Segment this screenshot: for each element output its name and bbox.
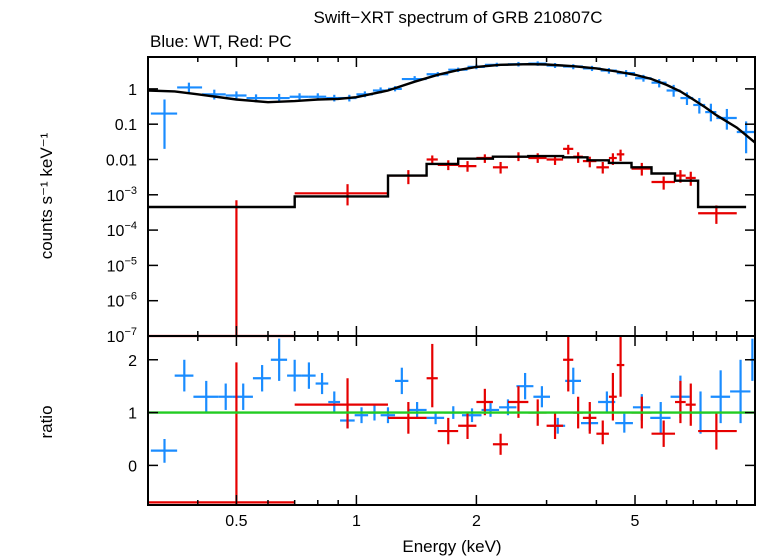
y-tick-label: 10−3 <box>107 185 137 205</box>
ratio-data-point <box>395 367 409 395</box>
ratio-data-point <box>408 402 427 418</box>
ratio-data-point <box>150 438 178 463</box>
ratio-data-point <box>294 378 388 429</box>
ratio-data-point <box>193 380 219 413</box>
ratio-data-point <box>563 336 574 392</box>
spectrum-series-0 <box>150 61 755 154</box>
spectrum-data-point <box>651 176 676 190</box>
y-tick-label: 1 <box>128 406 137 423</box>
ratio-data-point <box>387 402 427 434</box>
ratio-data-point <box>380 407 396 424</box>
ratio-data-point <box>287 359 302 392</box>
spectrum-data-point <box>458 161 477 172</box>
spectrum-data-point <box>563 144 574 155</box>
pc-model-step-line <box>148 154 747 209</box>
ratio-data-point <box>476 388 493 416</box>
x-tick-label: 1 <box>352 513 361 530</box>
spectrum-data-point <box>596 161 609 174</box>
ratio-data-point <box>615 413 633 433</box>
ratio-data-point <box>315 372 329 395</box>
ratio-data-point <box>675 380 686 424</box>
ratio-data-point <box>437 417 459 445</box>
chart-title: Swift−XRT spectrum of GRB 210807C <box>314 8 603 27</box>
spectrum-panel: 1 0.1 0.01 10−3 10−4 10−5 10−6 10−7 <box>106 56 756 346</box>
spectrum-data-point <box>177 82 203 93</box>
x-axis-label: Energy (keV) <box>402 537 501 556</box>
ratio-data-point <box>685 383 696 426</box>
ratio-data-point <box>582 402 597 434</box>
y-tick-label: 10−6 <box>107 291 137 311</box>
spectrum-data-point <box>387 170 427 185</box>
spectrum-series-3 <box>148 154 747 209</box>
y-tick-label: 0.01 <box>106 152 137 169</box>
y-tick-label: 1 <box>128 82 137 99</box>
chart-subtitle: Blue: WT, Red: PC <box>150 32 292 51</box>
y-tick-label: 10−5 <box>107 255 137 275</box>
ratio-series-1 <box>148 336 737 505</box>
spectrum-data-point <box>736 121 755 154</box>
ratio-data-point <box>301 362 316 389</box>
ratio-data-point <box>458 412 477 439</box>
spectrum-data-point <box>148 200 295 338</box>
ratio-data-point <box>148 362 295 505</box>
spectrum-y-axis-label: counts s⁻¹ keV⁻¹ <box>37 132 56 259</box>
ratio-data-point <box>533 386 551 408</box>
spectrum-series-1 <box>148 144 737 338</box>
y-tick-label: 2 <box>128 353 137 370</box>
ratio-data-point <box>218 383 233 410</box>
y-tick-label: 0.1 <box>115 117 137 134</box>
spectrum-data-point <box>698 205 737 224</box>
ratio-data-point <box>461 408 482 423</box>
ratio-data-point <box>354 407 369 424</box>
y-tick-label: 10−4 <box>107 220 137 240</box>
spectrum-series-2 <box>147 62 756 144</box>
spectrum-data-point <box>631 162 652 176</box>
ratio-data-point <box>426 343 438 408</box>
ratio-data-point <box>616 336 625 397</box>
ratio-data-point <box>328 391 341 413</box>
spectrum-data-point <box>685 171 696 186</box>
ratio-data-point <box>252 365 271 392</box>
y-tick-label: 10−7 <box>107 326 137 346</box>
ratio-data-point <box>596 420 609 445</box>
ratio-data-point <box>546 412 564 439</box>
spectrum-data-point <box>616 149 625 162</box>
ratio-data-point <box>710 370 731 424</box>
ratio-y-axis-label: ratio <box>37 405 56 438</box>
spectrum-data-point <box>492 161 508 174</box>
spectrum-data-point <box>528 153 547 163</box>
spectrum-data-point <box>437 160 459 171</box>
ratio-axes-frame <box>147 335 756 506</box>
ratio-panel: 0.5 1 2 5 2 1 0 <box>128 335 756 530</box>
x-tick-label: 0.5 <box>225 513 247 530</box>
spectrum-data-point <box>294 184 388 206</box>
spectrum-data-point <box>289 93 309 101</box>
spectrum-data-point <box>150 99 178 149</box>
ratio-data-point <box>492 433 508 455</box>
ratio-data-point <box>698 412 737 450</box>
x-tick-label: 2 <box>472 513 481 530</box>
ratio-data-point <box>270 338 288 381</box>
ratio-data-point <box>651 420 676 447</box>
y-tick-label: 0 <box>128 458 137 475</box>
x-tick-label: 5 <box>631 513 640 530</box>
wt-model-line <box>147 62 756 144</box>
ratio-data-point <box>174 359 194 392</box>
ratio-data-point <box>650 402 671 434</box>
